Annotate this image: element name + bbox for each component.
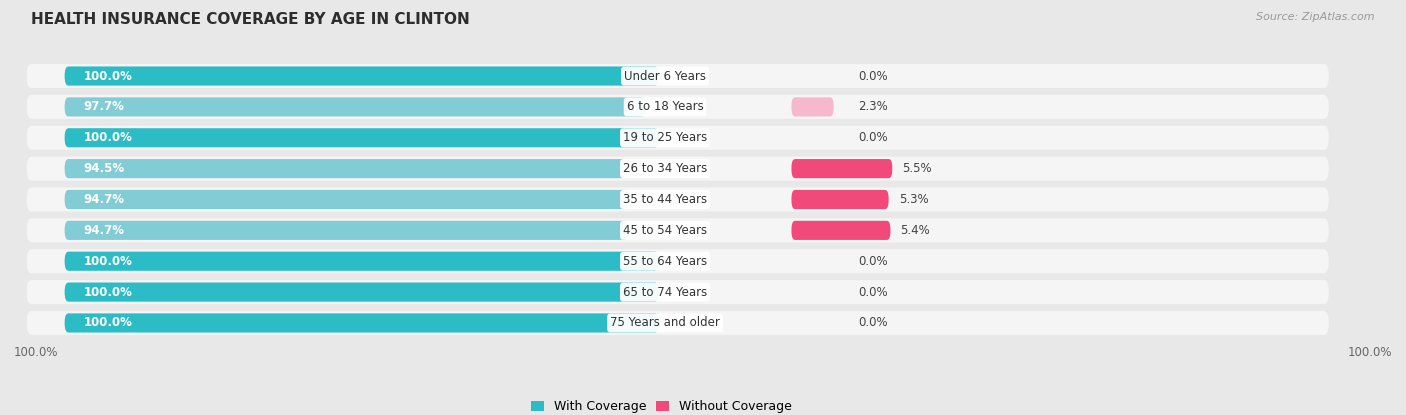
FancyBboxPatch shape bbox=[27, 311, 1329, 335]
Text: 94.7%: 94.7% bbox=[83, 224, 125, 237]
Text: 100.0%: 100.0% bbox=[83, 255, 132, 268]
Text: 35 to 44 Years: 35 to 44 Years bbox=[623, 193, 707, 206]
Text: 0.0%: 0.0% bbox=[859, 255, 889, 268]
FancyBboxPatch shape bbox=[65, 251, 659, 271]
FancyBboxPatch shape bbox=[65, 128, 659, 147]
FancyBboxPatch shape bbox=[65, 159, 626, 178]
Text: 45 to 54 Years: 45 to 54 Years bbox=[623, 224, 707, 237]
Text: 26 to 34 Years: 26 to 34 Years bbox=[623, 162, 707, 175]
Text: 5.3%: 5.3% bbox=[898, 193, 928, 206]
FancyBboxPatch shape bbox=[27, 95, 1329, 119]
FancyBboxPatch shape bbox=[65, 66, 659, 85]
Text: 97.7%: 97.7% bbox=[83, 100, 125, 113]
Text: 55 to 64 Years: 55 to 64 Years bbox=[623, 255, 707, 268]
FancyBboxPatch shape bbox=[27, 280, 1329, 304]
FancyBboxPatch shape bbox=[792, 159, 893, 178]
FancyBboxPatch shape bbox=[65, 313, 659, 332]
Text: Source: ZipAtlas.com: Source: ZipAtlas.com bbox=[1257, 12, 1375, 22]
Text: 100.0%: 100.0% bbox=[1347, 346, 1392, 359]
FancyBboxPatch shape bbox=[27, 249, 1329, 273]
FancyBboxPatch shape bbox=[792, 221, 890, 240]
Text: 0.0%: 0.0% bbox=[859, 317, 889, 330]
Text: 65 to 74 Years: 65 to 74 Years bbox=[623, 286, 707, 298]
Text: 5.4%: 5.4% bbox=[901, 224, 931, 237]
FancyBboxPatch shape bbox=[65, 98, 645, 117]
FancyBboxPatch shape bbox=[27, 156, 1329, 181]
FancyBboxPatch shape bbox=[65, 190, 627, 209]
FancyBboxPatch shape bbox=[27, 188, 1329, 212]
FancyBboxPatch shape bbox=[792, 98, 834, 117]
Text: 75 Years and older: 75 Years and older bbox=[610, 317, 720, 330]
Text: 94.7%: 94.7% bbox=[83, 193, 125, 206]
Text: 100.0%: 100.0% bbox=[83, 317, 132, 330]
Legend: With Coverage, Without Coverage: With Coverage, Without Coverage bbox=[526, 395, 797, 415]
FancyBboxPatch shape bbox=[65, 283, 659, 302]
Text: 6 to 18 Years: 6 to 18 Years bbox=[627, 100, 703, 113]
Text: 0.0%: 0.0% bbox=[859, 131, 889, 144]
Text: 19 to 25 Years: 19 to 25 Years bbox=[623, 131, 707, 144]
Text: Under 6 Years: Under 6 Years bbox=[624, 70, 706, 83]
FancyBboxPatch shape bbox=[27, 64, 1329, 88]
FancyBboxPatch shape bbox=[65, 221, 627, 240]
FancyBboxPatch shape bbox=[27, 126, 1329, 150]
Text: 100.0%: 100.0% bbox=[83, 286, 132, 298]
Text: 94.5%: 94.5% bbox=[83, 162, 125, 175]
Text: 0.0%: 0.0% bbox=[859, 286, 889, 298]
Text: 100.0%: 100.0% bbox=[14, 346, 59, 359]
Text: 100.0%: 100.0% bbox=[83, 131, 132, 144]
Text: 100.0%: 100.0% bbox=[83, 70, 132, 83]
Text: 5.5%: 5.5% bbox=[903, 162, 932, 175]
Text: HEALTH INSURANCE COVERAGE BY AGE IN CLINTON: HEALTH INSURANCE COVERAGE BY AGE IN CLIN… bbox=[31, 12, 470, 27]
FancyBboxPatch shape bbox=[792, 190, 889, 209]
Text: 2.3%: 2.3% bbox=[859, 100, 889, 113]
Text: 0.0%: 0.0% bbox=[859, 70, 889, 83]
FancyBboxPatch shape bbox=[27, 218, 1329, 242]
